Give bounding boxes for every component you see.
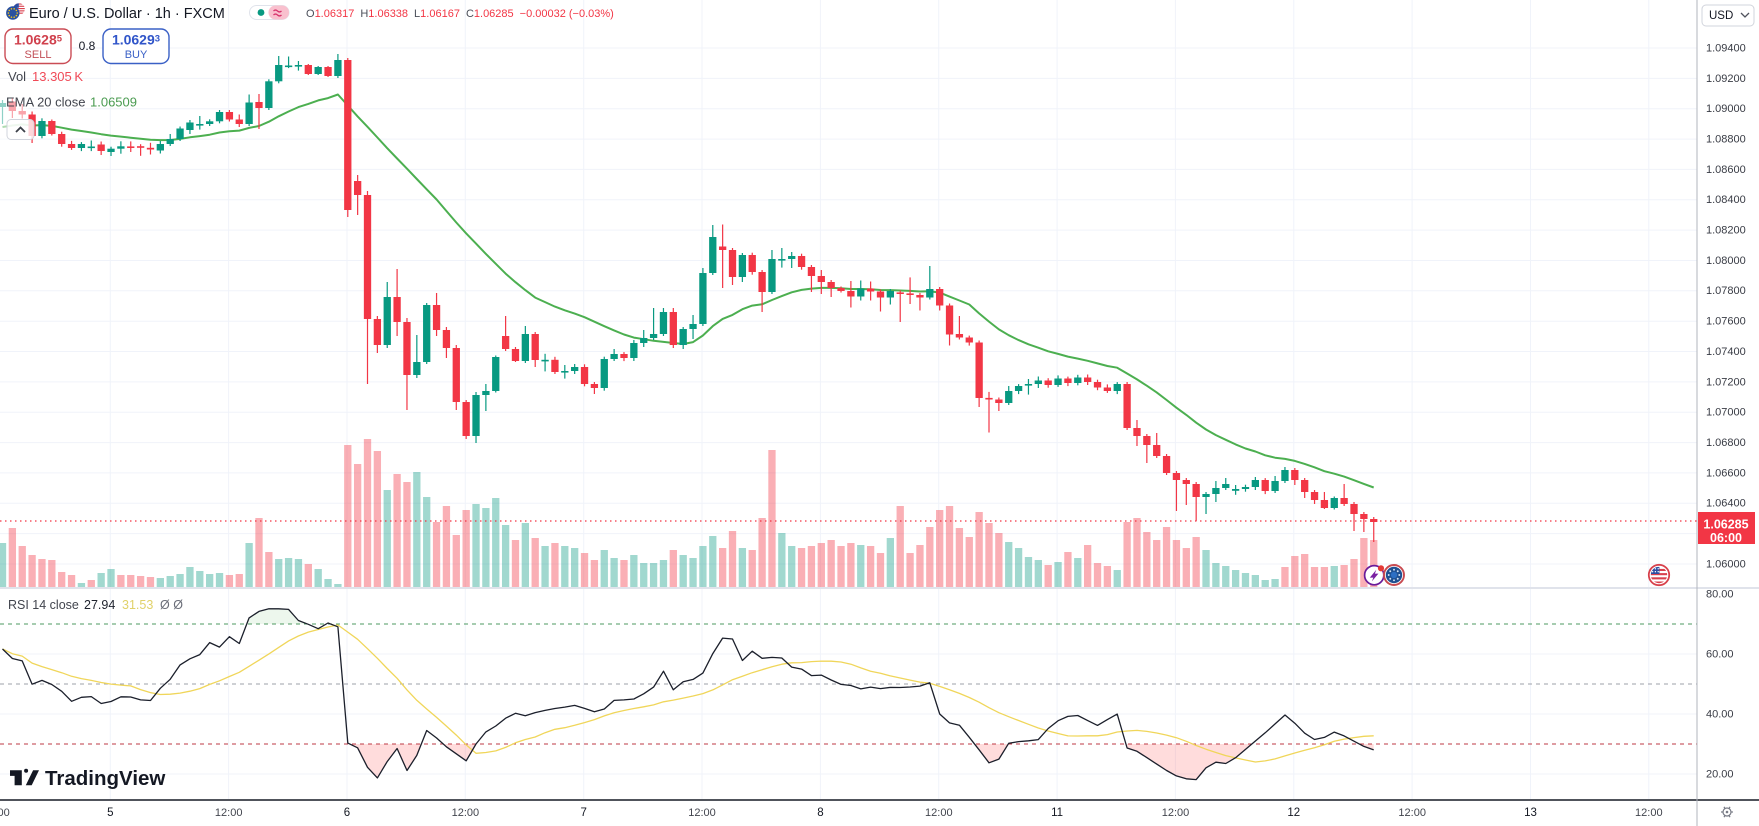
- svg-text:TradingView: TradingView: [45, 767, 165, 790]
- svg-text:20.00: 20.00: [1706, 768, 1734, 780]
- svg-text:1.06000: 1.06000: [1706, 558, 1746, 570]
- svg-text:1.08000: 1.08000: [1706, 255, 1746, 267]
- svg-text:12:00: 12:00: [215, 807, 243, 819]
- svg-text:1.09400: 1.09400: [1706, 42, 1746, 54]
- svg-text:12:00: 12:00: [1162, 807, 1190, 819]
- svg-text:8: 8: [817, 807, 823, 819]
- svg-text:RSI 14 close: RSI 14 close: [8, 598, 79, 612]
- svg-text:1.06285: 1.06285: [1703, 517, 1748, 531]
- svg-text:11: 11: [1051, 807, 1063, 819]
- svg-text:1.09000: 1.09000: [1706, 103, 1746, 115]
- svg-text:1.07400: 1.07400: [1706, 346, 1746, 358]
- svg-text:80.00: 80.00: [1706, 588, 1734, 600]
- svg-text:1.08600: 1.08600: [1706, 164, 1746, 176]
- svg-text:12:00: 12:00: [1398, 807, 1426, 819]
- svg-text:1.07800: 1.07800: [1706, 285, 1746, 297]
- svg-text:06:00: 06:00: [1710, 531, 1742, 545]
- svg-text:1.07200: 1.07200: [1706, 376, 1746, 388]
- svg-text:12:00: 12:00: [452, 807, 480, 819]
- svg-text:USD: USD: [1709, 10, 1733, 22]
- svg-text:60.00: 60.00: [1706, 648, 1734, 660]
- svg-text:6: 6: [344, 807, 350, 819]
- svg-text:Vol: Vol: [8, 69, 26, 84]
- svg-text:1.06600: 1.06600: [1706, 467, 1746, 479]
- svg-text:1.06293: 1.06293: [112, 32, 160, 48]
- svg-text:SELL: SELL: [25, 49, 52, 61]
- svg-text:40.00: 40.00: [1706, 708, 1734, 720]
- svg-text:13.305 K: 13.305 K: [32, 69, 83, 84]
- svg-text:EMA 20 close: EMA 20 close: [6, 95, 86, 110]
- svg-text:12:00: 12:00: [1635, 807, 1663, 819]
- svg-text:1.08800: 1.08800: [1706, 134, 1746, 146]
- svg-text:7: 7: [580, 807, 586, 819]
- svg-text:12:00: 12:00: [0, 807, 10, 819]
- svg-text:1.06509: 1.06509: [90, 95, 137, 110]
- svg-text:1.06285: 1.06285: [14, 32, 63, 48]
- svg-text:1.07000: 1.07000: [1706, 407, 1746, 419]
- svg-text:31.53: 31.53: [122, 598, 153, 612]
- svg-text:Euro / U.S. Dollar · 1h · FXCM: Euro / U.S. Dollar · 1h · FXCM: [29, 6, 225, 22]
- svg-text:27.94: 27.94: [84, 598, 115, 612]
- svg-text:12:00: 12:00: [925, 807, 953, 819]
- svg-text:13: 13: [1524, 807, 1537, 819]
- svg-text:1.08400: 1.08400: [1706, 194, 1746, 206]
- svg-text:12: 12: [1287, 807, 1300, 819]
- svg-text:1.07600: 1.07600: [1706, 316, 1746, 328]
- svg-text:1.06400: 1.06400: [1706, 498, 1746, 510]
- svg-text:12:00: 12:00: [688, 807, 716, 819]
- svg-text:1.06800: 1.06800: [1706, 437, 1746, 449]
- svg-text:1.08200: 1.08200: [1706, 225, 1746, 237]
- svg-text:1.09200: 1.09200: [1706, 73, 1746, 85]
- svg-text:0.8: 0.8: [79, 39, 96, 53]
- svg-text:BUY: BUY: [125, 49, 148, 61]
- svg-text:5: 5: [107, 807, 113, 819]
- svg-text:Ø Ø: Ø Ø: [160, 598, 183, 612]
